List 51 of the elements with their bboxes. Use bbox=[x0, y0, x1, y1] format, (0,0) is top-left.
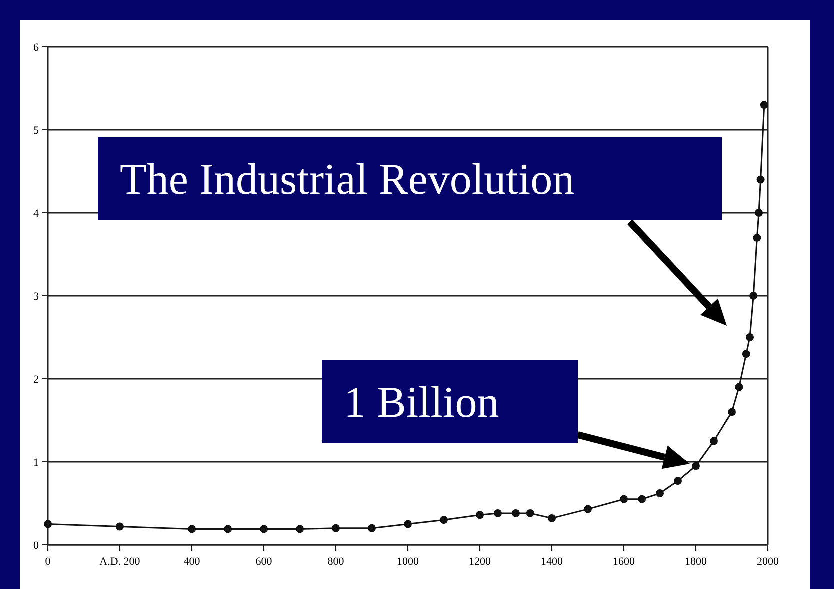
point bbox=[440, 516, 448, 524]
x-tick-label: 600 bbox=[256, 556, 273, 568]
x-tick-label: 0 bbox=[45, 556, 52, 568]
x-tick-label: 1600 bbox=[613, 556, 636, 568]
point bbox=[548, 514, 556, 522]
point bbox=[710, 437, 718, 446]
point bbox=[742, 350, 750, 358]
x-tick-label: 400 bbox=[184, 556, 201, 568]
y-tick-label: 5 bbox=[34, 124, 40, 137]
point bbox=[260, 525, 268, 534]
point bbox=[746, 334, 754, 342]
point bbox=[512, 509, 520, 518]
point bbox=[638, 495, 646, 504]
point bbox=[728, 408, 736, 416]
point bbox=[674, 477, 682, 486]
point bbox=[656, 490, 664, 498]
y-tick-label: 6 bbox=[34, 42, 40, 54]
point bbox=[753, 234, 762, 242]
point bbox=[116, 522, 124, 531]
y-tick-label: 3 bbox=[34, 290, 40, 303]
point bbox=[368, 524, 376, 532]
point bbox=[750, 292, 758, 300]
point bbox=[188, 525, 196, 534]
x-tick-label: 1000 bbox=[397, 556, 420, 568]
x-tick-label: 1200 bbox=[469, 556, 492, 568]
x-tick-label: 800 bbox=[328, 556, 345, 568]
point bbox=[620, 495, 628, 504]
point bbox=[526, 509, 534, 518]
x-tick-label: 2000 bbox=[757, 556, 780, 568]
point bbox=[692, 462, 700, 470]
x-tick-label: A.D. 200 bbox=[100, 556, 141, 568]
point bbox=[224, 525, 232, 534]
point bbox=[756, 176, 765, 184]
point bbox=[755, 209, 763, 217]
point bbox=[404, 520, 412, 528]
y-tick-label: 4 bbox=[34, 208, 40, 220]
annotation: The Industrial Revolution bbox=[120, 154, 575, 204]
point bbox=[494, 509, 502, 518]
point bbox=[44, 520, 52, 528]
y-tick-label: 0 bbox=[34, 540, 40, 552]
x-tick-label: 1800 bbox=[685, 556, 708, 568]
y-tick-label: 2 bbox=[34, 374, 39, 386]
y-tick-label: 1 bbox=[34, 456, 39, 469]
point bbox=[332, 524, 340, 532]
point bbox=[735, 383, 744, 392]
point bbox=[584, 505, 592, 514]
point bbox=[296, 525, 304, 534]
annotation: 1 Billion bbox=[344, 378, 500, 427]
point bbox=[476, 511, 484, 520]
point bbox=[760, 101, 768, 110]
x-tick-label: 1400 bbox=[541, 556, 564, 568]
